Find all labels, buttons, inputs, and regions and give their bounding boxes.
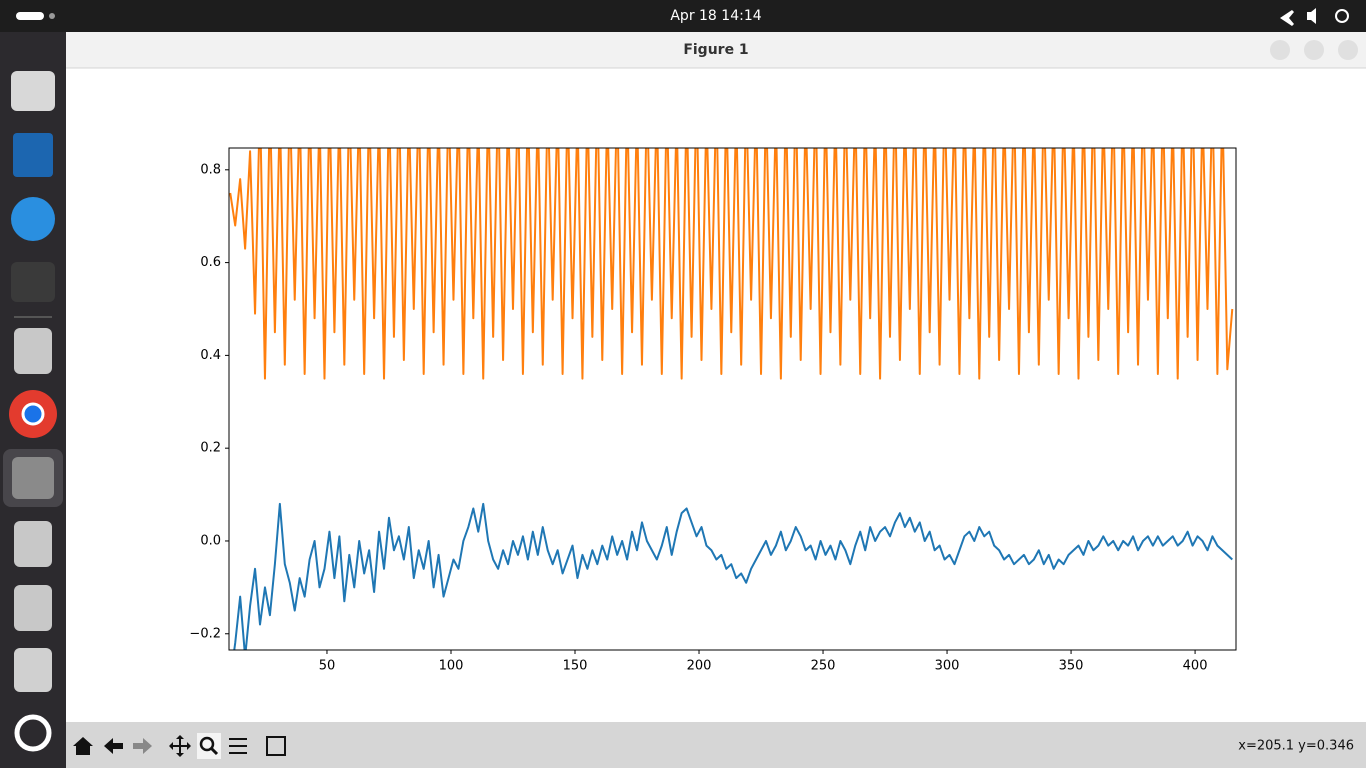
x-tick-label: 150 <box>563 659 588 674</box>
files-icon[interactable] <box>11 71 55 111</box>
y-tick-label: 0.2 <box>200 441 221 456</box>
toolbar-buttons <box>73 733 286 759</box>
settings-icon[interactable] <box>12 457 54 499</box>
workspace-dot <box>49 13 55 19</box>
power-icon <box>1335 9 1349 23</box>
apps-icon[interactable] <box>14 714 52 752</box>
x-tick-label: 350 <box>1059 659 1084 674</box>
close-button[interactable] <box>1338 40 1358 60</box>
figure-canvas <box>66 69 1366 722</box>
y-tick-label: 0.8 <box>200 162 221 177</box>
x-tick-label: 200 <box>687 659 712 674</box>
disk-icon[interactable] <box>14 521 52 567</box>
minimize-button[interactable] <box>1270 40 1290 60</box>
pan-button[interactable] <box>169 735 191 757</box>
plot: 50 100 150 200 250 300 350 400 −0.2 0.0 0.2 0.4 0.6 0… <box>189 148 1234 674</box>
y-tick-label: −0.2 <box>189 626 221 641</box>
data-line <box>233 502 1233 650</box>
back-button[interactable] <box>104 738 123 754</box>
x-tick-label: 300 <box>935 659 960 674</box>
volume-icon <box>1307 8 1316 24</box>
chrome-center <box>21 402 45 426</box>
maximize-button[interactable] <box>1304 40 1324 60</box>
x-tick-label: 100 <box>439 659 464 674</box>
help-icon[interactable] <box>11 197 55 241</box>
dock-separator <box>14 316 52 318</box>
axes-frame <box>228 147 1237 651</box>
toolbar <box>66 722 1366 768</box>
y-tick-label: 0.4 <box>200 348 221 363</box>
top-bar <box>0 0 1366 32</box>
writer-icon[interactable] <box>13 133 53 177</box>
trash-icon[interactable] <box>14 648 52 692</box>
y-tick-label: 0.0 <box>200 533 221 548</box>
activities[interactable] <box>16 12 44 20</box>
disk-icon[interactable] <box>14 585 52 631</box>
zoom-handle <box>209 746 219 756</box>
configure-button[interactable] <box>229 738 247 754</box>
disk-icon[interactable] <box>14 328 52 374</box>
window-title: Figure 1 <box>683 42 748 58</box>
save-button[interactable] <box>266 736 286 756</box>
forward-button[interactable] <box>133 738 152 754</box>
terminal-icon[interactable] <box>11 262 55 302</box>
home-button[interactable] <box>73 737 93 755</box>
status-coordinates: x=205.1 y=0.346 <box>1238 739 1354 754</box>
x-tick-label: 250 <box>811 659 836 674</box>
system-tray[interactable] <box>1280 8 1349 26</box>
clock[interactable]: Apr 18 14:14 <box>670 8 761 24</box>
title-bar <box>66 32 1366 68</box>
zoom-button[interactable] <box>199 736 215 752</box>
y-tick-label: 0.6 <box>200 255 221 270</box>
airplane-icon <box>1280 10 1294 26</box>
x-tick-label: 50 <box>319 659 336 674</box>
data-line <box>229 148 1234 380</box>
x-tick-label: 400 <box>1183 659 1208 674</box>
